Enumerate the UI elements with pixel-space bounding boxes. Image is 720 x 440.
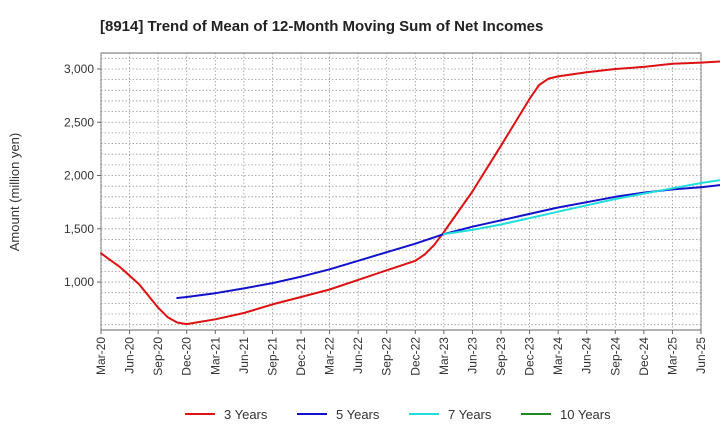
legend-label-3-years: 3 Years (224, 407, 268, 422)
legend-label-5-years: 5 Years (336, 407, 380, 422)
x-tick-label: Dec-20 (180, 337, 194, 376)
x-tick-label: Dec-24 (637, 337, 651, 376)
x-tick-label: Mar-21 (208, 337, 222, 375)
legend-label-10-years: 10 Years (560, 407, 611, 422)
x-tick-label: Mar-22 (323, 337, 337, 375)
x-axis-ticks: Mar-20 Jun-20 Sep-20 Dec-20 Mar-21 Jun-21 Sep-… (94, 330, 708, 376)
x-tick-label: Jun-21 (237, 337, 251, 374)
legend: 3 Years 5 Years 7 Years 10 Years (185, 407, 611, 422)
chart-title: [8914] Trend of Mean of 12-Month Moving … (100, 18, 543, 35)
y-tick-label: 2,000 (64, 169, 94, 183)
y-tick-label: 2,500 (64, 115, 94, 129)
x-tick-label: Sep-24 (608, 337, 622, 376)
series-line-3-years (100, 60, 720, 326)
series-line-5-years (176, 183, 720, 299)
x-tick-label: Jun-23 (465, 337, 479, 374)
series-lines (100, 60, 720, 326)
y-tick-label: 1,000 (64, 275, 94, 289)
x-tick-label: Sep-23 (494, 337, 508, 376)
y-tick-label: 3,000 (64, 62, 94, 76)
x-tick-label: Jun-25 (694, 337, 708, 374)
y-tick-label: 1,500 (64, 222, 94, 236)
plot-area (100, 52, 702, 331)
x-tick-label: Mar-25 (665, 337, 679, 375)
legend-label-7-years: 7 Years (448, 407, 492, 422)
x-tick-label: Sep-20 (151, 337, 165, 376)
x-tick-label: Mar-20 (94, 337, 108, 375)
x-tick-label: Mar-24 (551, 337, 565, 375)
y-axis-label: Amount (million yen) (7, 133, 22, 252)
y-axis-ticks: 1,000 1,500 2,000 2,500 3,000 (64, 62, 101, 289)
x-tick-label: Dec-21 (294, 337, 308, 376)
x-tick-label: Jun-24 (580, 337, 594, 374)
series-line-7-years (442, 179, 720, 236)
x-tick-label: Sep-21 (265, 337, 279, 376)
x-tick-label: Dec-22 (408, 337, 422, 376)
x-tick-label: Dec-23 (523, 337, 537, 376)
x-tick-label: Sep-22 (380, 337, 394, 376)
x-tick-label: Mar-23 (437, 337, 451, 375)
x-tick-label: Jun-22 (351, 337, 365, 374)
x-tick-label: Jun-20 (123, 337, 137, 374)
